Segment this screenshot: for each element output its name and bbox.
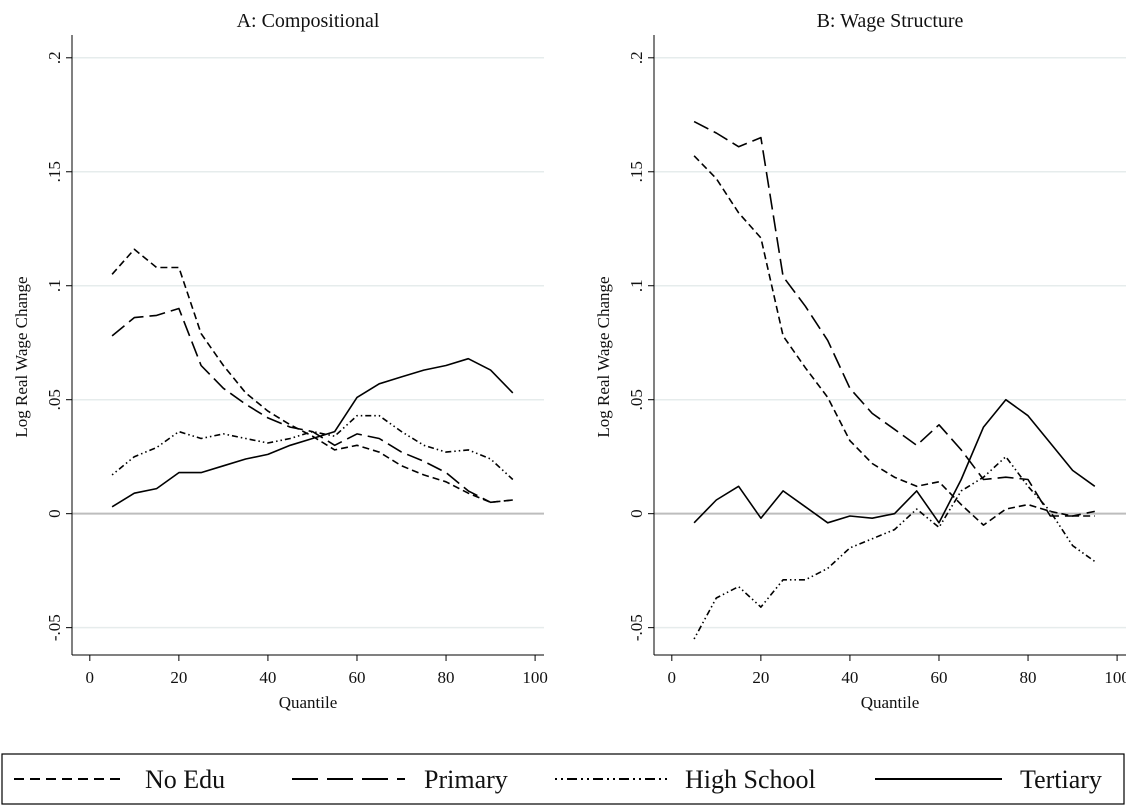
x-tick-label: 60 — [348, 668, 365, 687]
series-primary-line — [693, 120, 1095, 517]
series-no-edu-line — [693, 155, 1095, 526]
panel-b-title: B: Wage Structure — [817, 10, 964, 32]
y-tick-label: .1 — [627, 279, 646, 292]
y-tick-label: .2 — [627, 51, 646, 64]
x-tick-label: 20 — [752, 668, 769, 687]
y-tick-label: 0 — [45, 509, 64, 518]
legend: No Edu Primary High School Tertiary — [1, 753, 1125, 805]
y-tick-label: .15 — [45, 161, 64, 182]
x-tick-label: 100 — [522, 668, 548, 687]
series-high-school-line — [111, 414, 514, 481]
y-tick-label: .15 — [627, 161, 646, 182]
y-tick-label: .05 — [627, 389, 646, 410]
series-high-school-line — [693, 455, 1096, 640]
y-tick-label: .05 — [45, 389, 64, 410]
series-primary-line — [111, 307, 513, 504]
panel-wage-structure: B: Wage Structure Log Real Wage Change Q… — [594, 10, 1126, 712]
y-tick-label: .2 — [45, 51, 64, 64]
y-tick-label: -.05 — [627, 614, 646, 641]
y-tick-label: 0 — [627, 509, 646, 518]
x-tick-label: 20 — [170, 668, 187, 687]
x-tick-label: 80 — [1020, 668, 1037, 687]
panel-b-ylabel: Log Real Wage Change — [594, 276, 613, 437]
series-tertiary-line — [111, 357, 514, 508]
legend-label-tertiary: Tertiary — [1020, 765, 1102, 794]
x-tick-label: 40 — [841, 668, 858, 687]
x-tick-label: 100 — [1104, 668, 1126, 687]
x-tick-label: 0 — [668, 668, 677, 687]
x-tick-label: 0 — [86, 668, 95, 687]
series-tertiary-line — [693, 398, 1096, 524]
panel-compositional: A: Compositional Log Real Wage Change Qu… — [12, 10, 548, 712]
y-tick-label: -.05 — [45, 614, 64, 641]
x-tick-label: 80 — [438, 668, 455, 687]
panel-b-xlabel: Quantile — [861, 693, 920, 712]
x-tick-label: 40 — [259, 668, 276, 687]
legend-label-no-edu: No Edu — [145, 765, 225, 794]
legend-label-high-school: High School — [685, 765, 816, 794]
panel-a-title: A: Compositional — [237, 10, 380, 32]
legend-label-primary: Primary — [424, 765, 508, 794]
x-tick-label: 60 — [930, 668, 947, 687]
y-tick-label: .1 — [45, 279, 64, 292]
panel-a-ylabel: Log Real Wage Change — [12, 276, 31, 437]
panel-a-xlabel: Quantile — [279, 693, 338, 712]
series-no-edu-line — [111, 248, 513, 504]
